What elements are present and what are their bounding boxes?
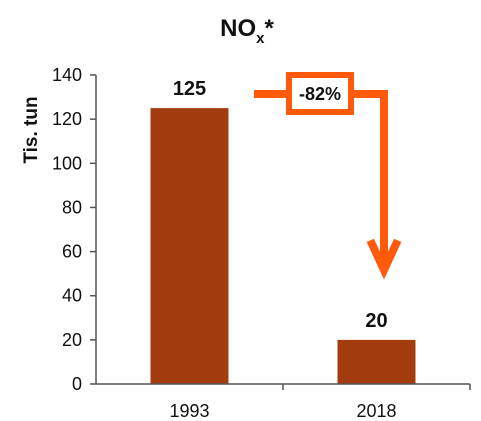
chart-title-suffix: * — [265, 15, 275, 42]
change-arrow-connector — [254, 90, 388, 262]
y-tick-label: 0 — [72, 374, 82, 394]
change-box — [286, 72, 354, 115]
y-tick-label: 120 — [52, 109, 82, 129]
y-tick-label: 140 — [52, 65, 82, 85]
change-annotation: -82% — [254, 72, 402, 280]
arrow-head-icon — [366, 238, 402, 280]
y-tick-label: 60 — [62, 242, 82, 262]
change-percent: -82% — [299, 84, 341, 104]
y-tick-label: 80 — [62, 197, 82, 217]
chart-title-subscript: x — [256, 30, 265, 47]
data-labels: 125 20 — [173, 78, 388, 332]
y-axis-label: Tis. tun — [21, 96, 42, 163]
y-tick-label: 40 — [62, 286, 82, 306]
x-tick-label: 2018 — [356, 401, 396, 421]
chart-title: NOx* — [220, 15, 274, 47]
y-axis-ticks: 0 20 40 60 80 100 120 140 — [52, 65, 96, 394]
bars — [150, 108, 416, 384]
data-label: 125 — [173, 78, 206, 100]
chart-title-main: NO — [220, 15, 256, 42]
x-axis-ticks: 1993 2018 — [169, 384, 471, 421]
y-tick-label: 20 — [62, 330, 82, 350]
bar-1993 — [150, 108, 229, 384]
x-tick-label: 1993 — [169, 401, 209, 421]
y-tick-label: 100 — [52, 153, 82, 173]
data-label: 20 — [365, 310, 387, 332]
bar-2018 — [337, 339, 416, 384]
